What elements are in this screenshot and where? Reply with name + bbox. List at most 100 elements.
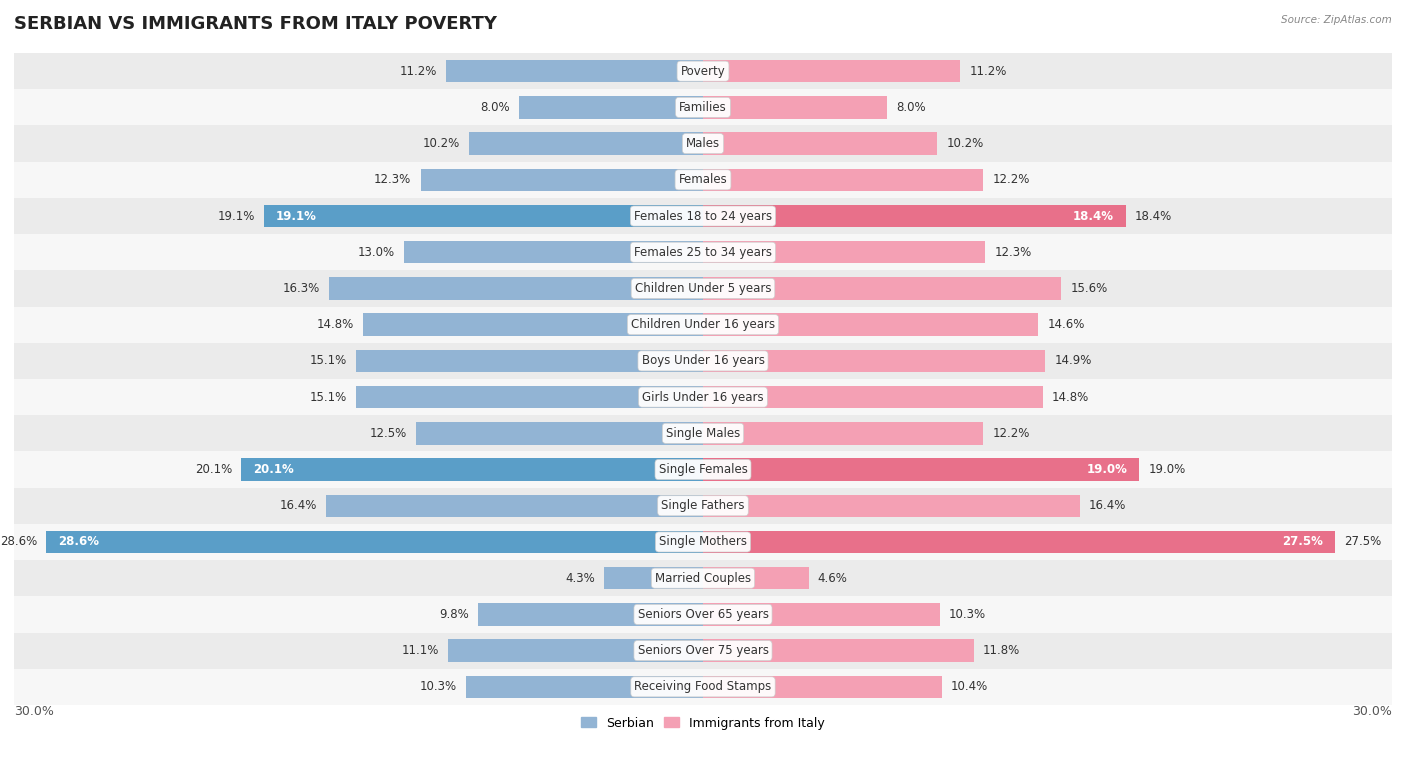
Bar [363, 314, 703, 336]
Text: 30.0%: 30.0% [14, 705, 53, 718]
Text: 19.0%: 19.0% [1087, 463, 1128, 476]
Text: Females 25 to 34 years: Females 25 to 34 years [634, 246, 772, 258]
Text: 12.3%: 12.3% [374, 174, 412, 186]
Text: Families: Families [679, 101, 727, 114]
Bar [14, 597, 1392, 632]
Text: 16.4%: 16.4% [280, 500, 318, 512]
Text: SERBIAN VS IMMIGRANTS FROM ITALY POVERTY: SERBIAN VS IMMIGRANTS FROM ITALY POVERTY [14, 15, 498, 33]
Text: 10.3%: 10.3% [949, 608, 986, 621]
Text: 10.4%: 10.4% [950, 681, 988, 694]
Text: 11.1%: 11.1% [402, 644, 439, 657]
Bar [14, 306, 1392, 343]
Text: Single Males: Single Males [666, 427, 740, 440]
Bar [703, 277, 1062, 299]
Text: 18.4%: 18.4% [1135, 209, 1173, 223]
Text: 12.2%: 12.2% [993, 174, 1029, 186]
Text: 15.6%: 15.6% [1070, 282, 1108, 295]
Text: Seniors Over 65 years: Seniors Over 65 years [637, 608, 769, 621]
Text: 28.6%: 28.6% [58, 535, 98, 549]
Bar [356, 349, 703, 372]
Bar [703, 349, 1045, 372]
Text: Males: Males [686, 137, 720, 150]
Bar [14, 343, 1392, 379]
Bar [14, 89, 1392, 126]
Text: Females 18 to 24 years: Females 18 to 24 years [634, 209, 772, 223]
Bar [264, 205, 703, 227]
Text: 11.2%: 11.2% [399, 64, 437, 77]
Text: Seniors Over 75 years: Seniors Over 75 years [637, 644, 769, 657]
Text: Single Mothers: Single Mothers [659, 535, 747, 549]
Text: 20.1%: 20.1% [253, 463, 294, 476]
Text: 30.0%: 30.0% [1353, 705, 1392, 718]
Bar [420, 168, 703, 191]
Bar [703, 60, 960, 83]
Bar [446, 60, 703, 83]
Text: 12.3%: 12.3% [994, 246, 1032, 258]
Text: Married Couples: Married Couples [655, 572, 751, 584]
Bar [703, 567, 808, 590]
Text: 4.6%: 4.6% [818, 572, 848, 584]
Text: 8.0%: 8.0% [481, 101, 510, 114]
Bar [14, 234, 1392, 271]
Bar [478, 603, 703, 625]
Text: 10.2%: 10.2% [422, 137, 460, 150]
Bar [356, 386, 703, 409]
Bar [467, 675, 703, 698]
Bar [14, 669, 1392, 705]
Bar [14, 126, 1392, 161]
Legend: Serbian, Immigrants from Italy: Serbian, Immigrants from Italy [576, 712, 830, 735]
Bar [703, 314, 1038, 336]
Bar [46, 531, 703, 553]
Text: Single Females: Single Females [658, 463, 748, 476]
Text: 11.2%: 11.2% [969, 64, 1007, 77]
Bar [703, 640, 974, 662]
Bar [14, 524, 1392, 560]
Text: 27.5%: 27.5% [1344, 535, 1381, 549]
Bar [703, 531, 1334, 553]
Bar [329, 277, 703, 299]
Text: 10.2%: 10.2% [946, 137, 984, 150]
Text: 12.5%: 12.5% [370, 427, 406, 440]
Bar [14, 161, 1392, 198]
Bar [14, 632, 1392, 669]
Bar [14, 487, 1392, 524]
Bar [14, 198, 1392, 234]
Text: 12.2%: 12.2% [993, 427, 1029, 440]
Bar [14, 379, 1392, 415]
Bar [468, 133, 703, 155]
Text: Poverty: Poverty [681, 64, 725, 77]
Bar [703, 386, 1043, 409]
Text: Children Under 16 years: Children Under 16 years [631, 318, 775, 331]
Text: 16.4%: 16.4% [1088, 500, 1126, 512]
Bar [605, 567, 703, 590]
Bar [326, 494, 703, 517]
Bar [703, 459, 1139, 481]
Text: 16.3%: 16.3% [283, 282, 319, 295]
Text: 14.6%: 14.6% [1047, 318, 1085, 331]
Text: 27.5%: 27.5% [1282, 535, 1323, 549]
Text: 4.3%: 4.3% [565, 572, 595, 584]
Bar [405, 241, 703, 264]
Text: 11.8%: 11.8% [983, 644, 1021, 657]
Text: Girls Under 16 years: Girls Under 16 years [643, 390, 763, 403]
Text: 14.8%: 14.8% [1052, 390, 1090, 403]
Bar [519, 96, 703, 118]
Bar [416, 422, 703, 444]
Text: 8.0%: 8.0% [896, 101, 925, 114]
Text: 9.8%: 9.8% [439, 608, 468, 621]
Bar [14, 452, 1392, 487]
Bar [242, 459, 703, 481]
Text: 28.6%: 28.6% [0, 535, 37, 549]
Bar [703, 205, 1126, 227]
Text: 15.1%: 15.1% [309, 355, 347, 368]
Text: Boys Under 16 years: Boys Under 16 years [641, 355, 765, 368]
Bar [14, 53, 1392, 89]
Bar [703, 96, 887, 118]
Bar [703, 494, 1080, 517]
Bar [703, 168, 983, 191]
Text: 19.1%: 19.1% [276, 209, 316, 223]
Text: 10.3%: 10.3% [420, 681, 457, 694]
Bar [14, 271, 1392, 306]
Text: Receiving Food Stamps: Receiving Food Stamps [634, 681, 772, 694]
Bar [14, 415, 1392, 452]
